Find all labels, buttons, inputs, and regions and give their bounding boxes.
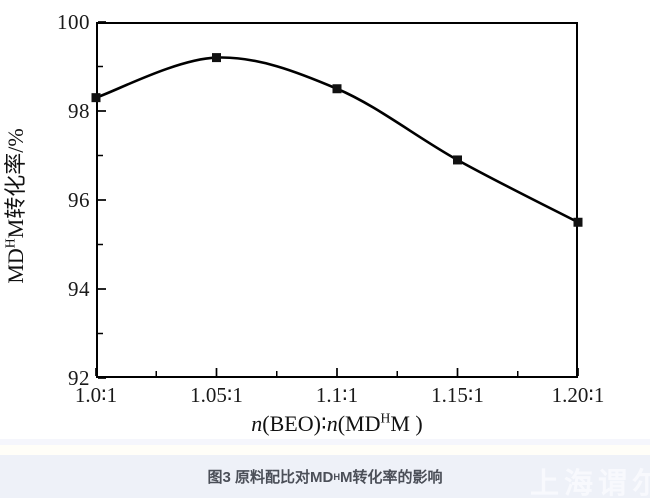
caption-text-prefix: 图3 原料配比对MD <box>207 469 334 486</box>
plot-frame <box>96 22 578 378</box>
divider-stripe-top <box>0 439 650 445</box>
x-axis-title-n2: n <box>326 411 338 436</box>
x-axis-title-n1: n <box>251 411 263 436</box>
line-chart-plot <box>91 21 583 379</box>
x-axis-title-superscript: H <box>380 410 391 426</box>
x-tick-label: 1.0∶1 <box>74 383 118 407</box>
divider-stripe-bottom <box>0 445 650 455</box>
y-tick-label: 94 <box>68 277 90 301</box>
x-tick-label: 1.20∶1 <box>551 383 605 407</box>
x-axis-title-p1: (BEO)∶ <box>262 411 327 436</box>
x-tick-label: 1.1∶1 <box>315 383 359 407</box>
watermark-text: 上海谓尔 <box>529 468 650 498</box>
x-tick-label: 1.05∶1 <box>190 383 243 407</box>
y-tick-label: 98 <box>68 99 90 123</box>
y-tick-label: 96 <box>68 188 90 212</box>
data-point-marker <box>453 155 462 165</box>
caption-text-suffix: M转化率的影响 <box>340 469 443 486</box>
x-axis-title-p2: (MD <box>337 411 381 436</box>
data-point-marker <box>332 84 342 94</box>
x-axis-title: n(BEO)∶n(MDHM ) <box>157 411 517 437</box>
data-point-marker <box>91 93 101 103</box>
conversion-rate-curve <box>95 56 579 224</box>
data-point-marker <box>212 53 221 63</box>
y-axis-title-text-suffix: M转化率/% <box>3 128 28 239</box>
y-tick-label: 100 <box>57 10 90 34</box>
data-point-marker <box>573 217 583 227</box>
x-axis-title-p3: M ) <box>390 411 423 436</box>
y-tick-label: 92 <box>68 366 90 390</box>
x-tick-label: 1.15∶1 <box>431 383 484 407</box>
y-axis-title-superscript: H <box>2 238 18 249</box>
figure-caption: 图3 原料配比对MD H M转化率的影响 <box>0 455 650 498</box>
